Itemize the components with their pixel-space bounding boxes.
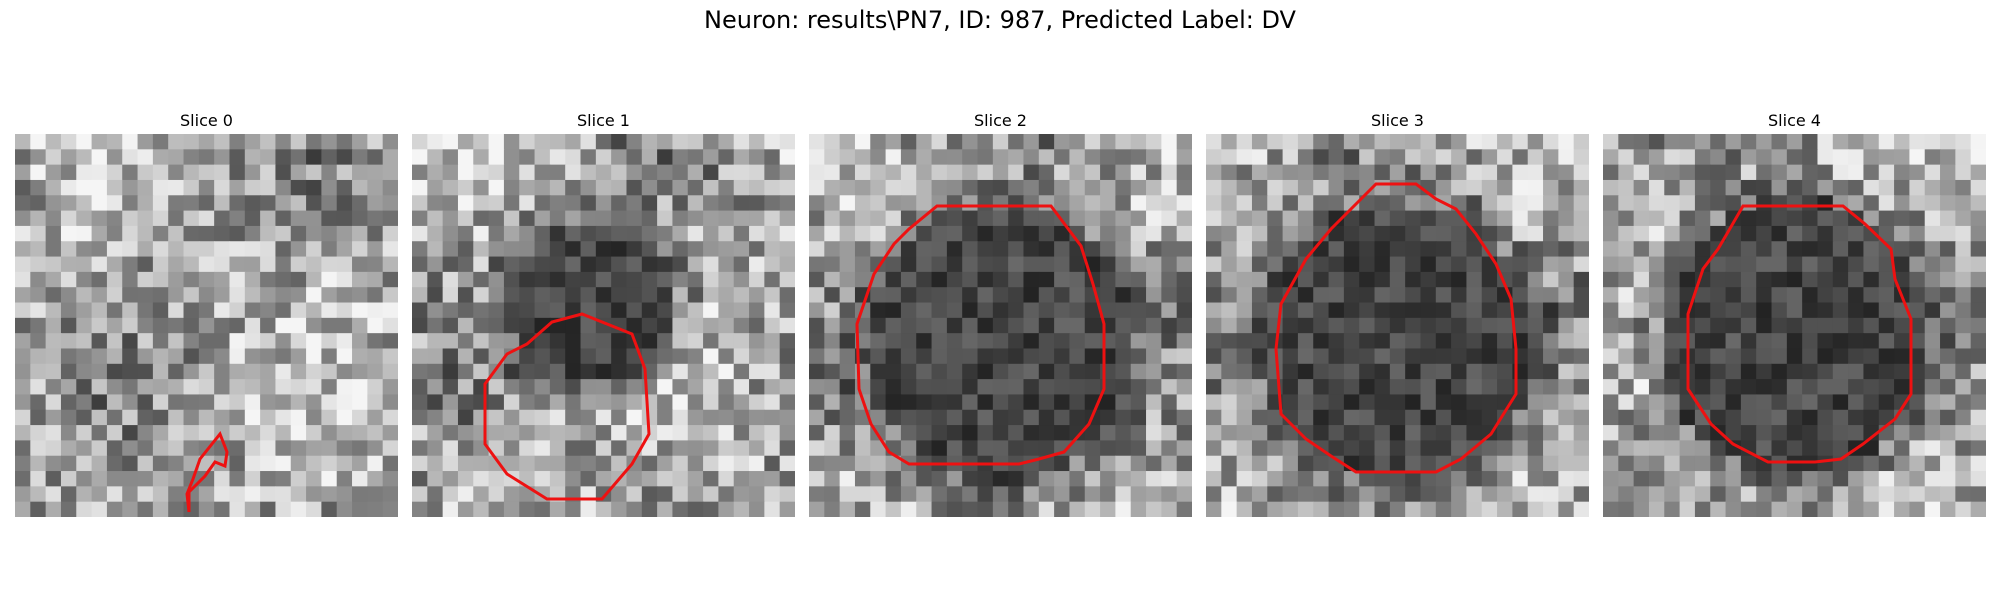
slice-title: Slice 1: [577, 111, 630, 130]
slice-image-4: [1603, 134, 1986, 517]
slice-panel-3: Slice 3: [1206, 110, 1589, 517]
grayscale-pixel-grid: [15, 134, 398, 517]
slice-panel-2: Slice 2: [809, 110, 1192, 517]
figure-title: Neuron: results\PN7, ID: 987, Predicted …: [704, 6, 1296, 34]
slice-image-2: [809, 134, 1192, 517]
slice-title: Slice 4: [1768, 111, 1821, 130]
slice-title: Slice 0: [180, 111, 233, 130]
segmentation-contour: [1274, 182, 1518, 474]
slice-image-3: [1206, 134, 1589, 517]
slice-panel-1: Slice 1: [412, 110, 795, 517]
slice-image-1: [412, 134, 795, 517]
grayscale-pixel-grid: [1206, 134, 1589, 517]
segmentation-contour: [185, 431, 229, 513]
segmentation-contour: [1686, 204, 1913, 464]
segmentation-contour: [855, 204, 1106, 466]
slice-image-0: [15, 134, 398, 517]
slice-panel-0: Slice 0: [15, 110, 398, 517]
segmentation-contour: [483, 312, 651, 501]
slice-panel-4: Slice 4: [1603, 110, 1986, 517]
grayscale-pixel-grid: [809, 134, 1192, 517]
grayscale-pixel-grid: [412, 134, 795, 517]
grayscale-pixel-grid: [1603, 134, 1986, 517]
slice-title: Slice 3: [1371, 111, 1424, 130]
slice-title: Slice 2: [974, 111, 1027, 130]
